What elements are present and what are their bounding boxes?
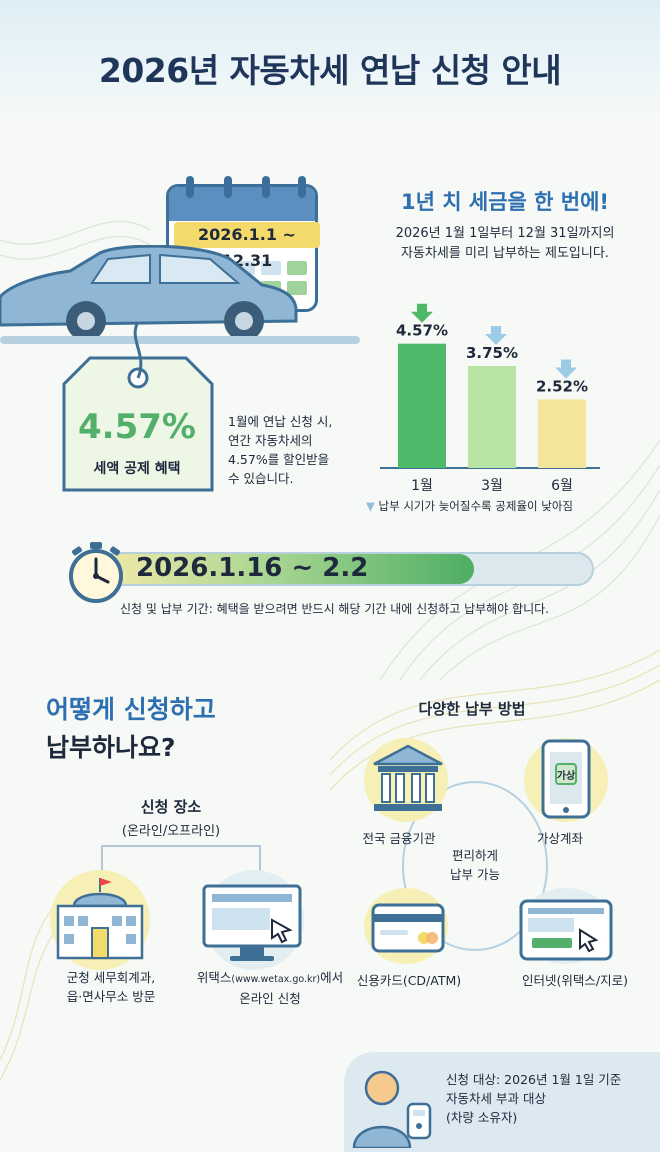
calendar-date-range: 2026.1.1 ~ 12.31: [174, 222, 320, 270]
bank-label: 전국 금융기관: [362, 831, 436, 846]
chart-category-3: 6월: [551, 478, 573, 494]
chart-bar-3: [538, 399, 586, 468]
tag-label: 세액 공제 혜택: [93, 461, 181, 477]
chart-note: ▼ 납부 시기가 늦어질수록 공제율이 낮아짐: [366, 499, 573, 513]
period-progress-fill: [102, 554, 475, 584]
credit-card-label: 신용카드(CD/ATM): [356, 973, 462, 988]
government-office-icon: [56, 878, 144, 960]
place-title: 신청 장소: [140, 798, 202, 816]
chart-category-2: 3월: [481, 478, 503, 494]
payment-center-label: 편리하게 납부 가능: [450, 848, 500, 882]
chart-data-label-1: 4.57%: [396, 322, 448, 340]
discount-bar-chart: 4.57% 1월 3.75% 3월 2.52% 6월: [380, 303, 600, 494]
period-note: 신청 및 납부 기간: 혜택을 받으려면 반드시 해당 기간 내에 신청하고 납…: [120, 602, 549, 616]
subtitle: 2026년 1월 1일부터 12월 31일까지의 자동차세를 미리 납부하는 제…: [395, 226, 615, 261]
place-subtitle: (온라인/오프라인): [121, 824, 221, 839]
calendar-ring: [186, 176, 194, 198]
calendar-ring: [262, 176, 270, 198]
smartphone-icon: [541, 739, 591, 819]
headline: 1년 치 세금을 한 번에!: [401, 190, 609, 214]
period-progress-bar: [100, 552, 594, 586]
header-banner: [0, 0, 660, 118]
chart-bar-2: [468, 366, 516, 468]
car-icon: [0, 245, 298, 341]
calendar-ring: [224, 176, 232, 198]
chart-down-arrow-3: [555, 359, 577, 379]
computer-monitor-icon: [202, 884, 302, 961]
road-line: [0, 336, 360, 344]
office-label: 군청 세무회계과, 읍·면사무소 방문: [66, 970, 156, 1004]
chart-category-1: 1월: [411, 478, 433, 494]
tag-percent: 4.57%: [78, 407, 196, 447]
place-connector: [101, 845, 261, 880]
bank-icon: [373, 744, 443, 811]
calendar-ring: [298, 176, 306, 198]
internet-label: 인터넷(위택스/지로): [522, 973, 628, 988]
chart-data-label-3: 2.52%: [536, 377, 588, 395]
target-text: 신청 대상: 2026년 1월 1일 기준 자동차세 부과 대상 (차량 소유자…: [446, 1072, 622, 1125]
how-heading-line1: 어떻게 신청하고: [46, 695, 216, 724]
page-title: 2026년 자동차세 연납 신청 안내: [98, 51, 562, 90]
virtual-account-badge: 가상: [556, 771, 576, 782]
chart-down-arrow-2: [485, 326, 507, 345]
chart-bar-1: [398, 343, 446, 468]
down-arrow-icon: ▼: [366, 499, 375, 513]
stopwatch-icon: [69, 542, 123, 603]
how-heading-line2: 납부하나요?: [46, 733, 176, 762]
wetax-label: 위택스(www.wetax.go.kr)에서 온라인 신청: [196, 970, 344, 1006]
credit-card-icon: [371, 903, 445, 953]
chart-down-arrow-1: [411, 303, 433, 323]
virtual-account-label: 가상계좌: [536, 831, 583, 846]
tablet-internet-icon: [519, 899, 613, 961]
period-date-range: 2026.1.16 ~ 2.2: [136, 553, 369, 583]
chart-data-label-2: 3.75%: [466, 344, 518, 362]
person-with-key-icon: [352, 1070, 432, 1148]
payment-title: 다양한 납부 방법: [418, 700, 526, 718]
tag-string: [133, 321, 143, 379]
tag-description: 1월에 연납 신청 시, 연간 자동차세의 4.57%를 할인받을 수 있습니다…: [228, 414, 333, 486]
payment-connector-ring: [402, 781, 548, 951]
